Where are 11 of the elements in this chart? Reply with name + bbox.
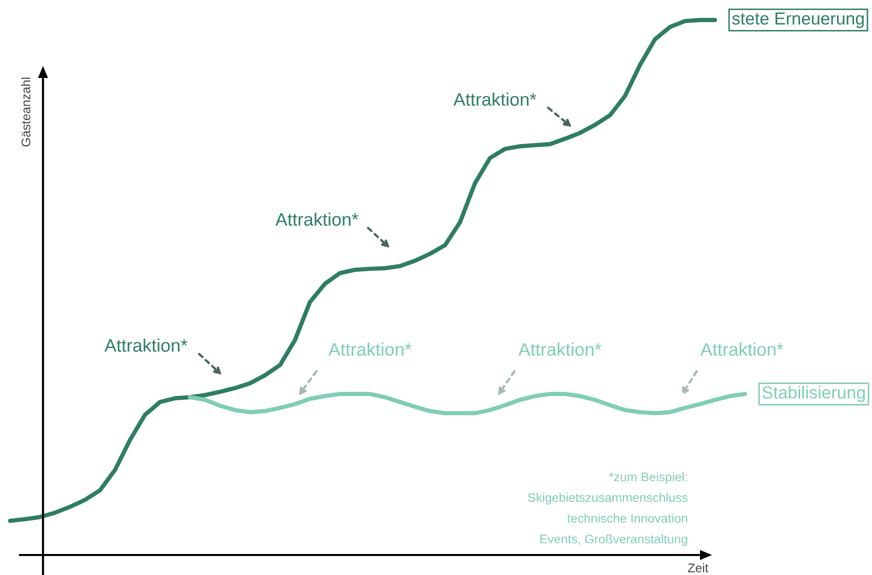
annotation: Attraktion* (328, 342, 412, 356)
annotation: Attraktion* (453, 92, 536, 106)
annotation: Attraktion* (104, 338, 188, 352)
y-axis-title: Gästeanzahl (21, 78, 30, 146)
annotation: Attraktion* (518, 342, 602, 356)
annotation: Attraktion* (275, 212, 358, 226)
series-label: Stabilisierung (762, 386, 865, 402)
annotation: Attraktion* (700, 342, 784, 356)
x-axis-title: Zeit (688, 563, 708, 572)
series-label: stete Erneuerung (732, 12, 864, 28)
annotation: *zum Beispiel: Skigebietszusammenschluss technische Innovation Events, Großveranstaltung (528, 472, 688, 546)
